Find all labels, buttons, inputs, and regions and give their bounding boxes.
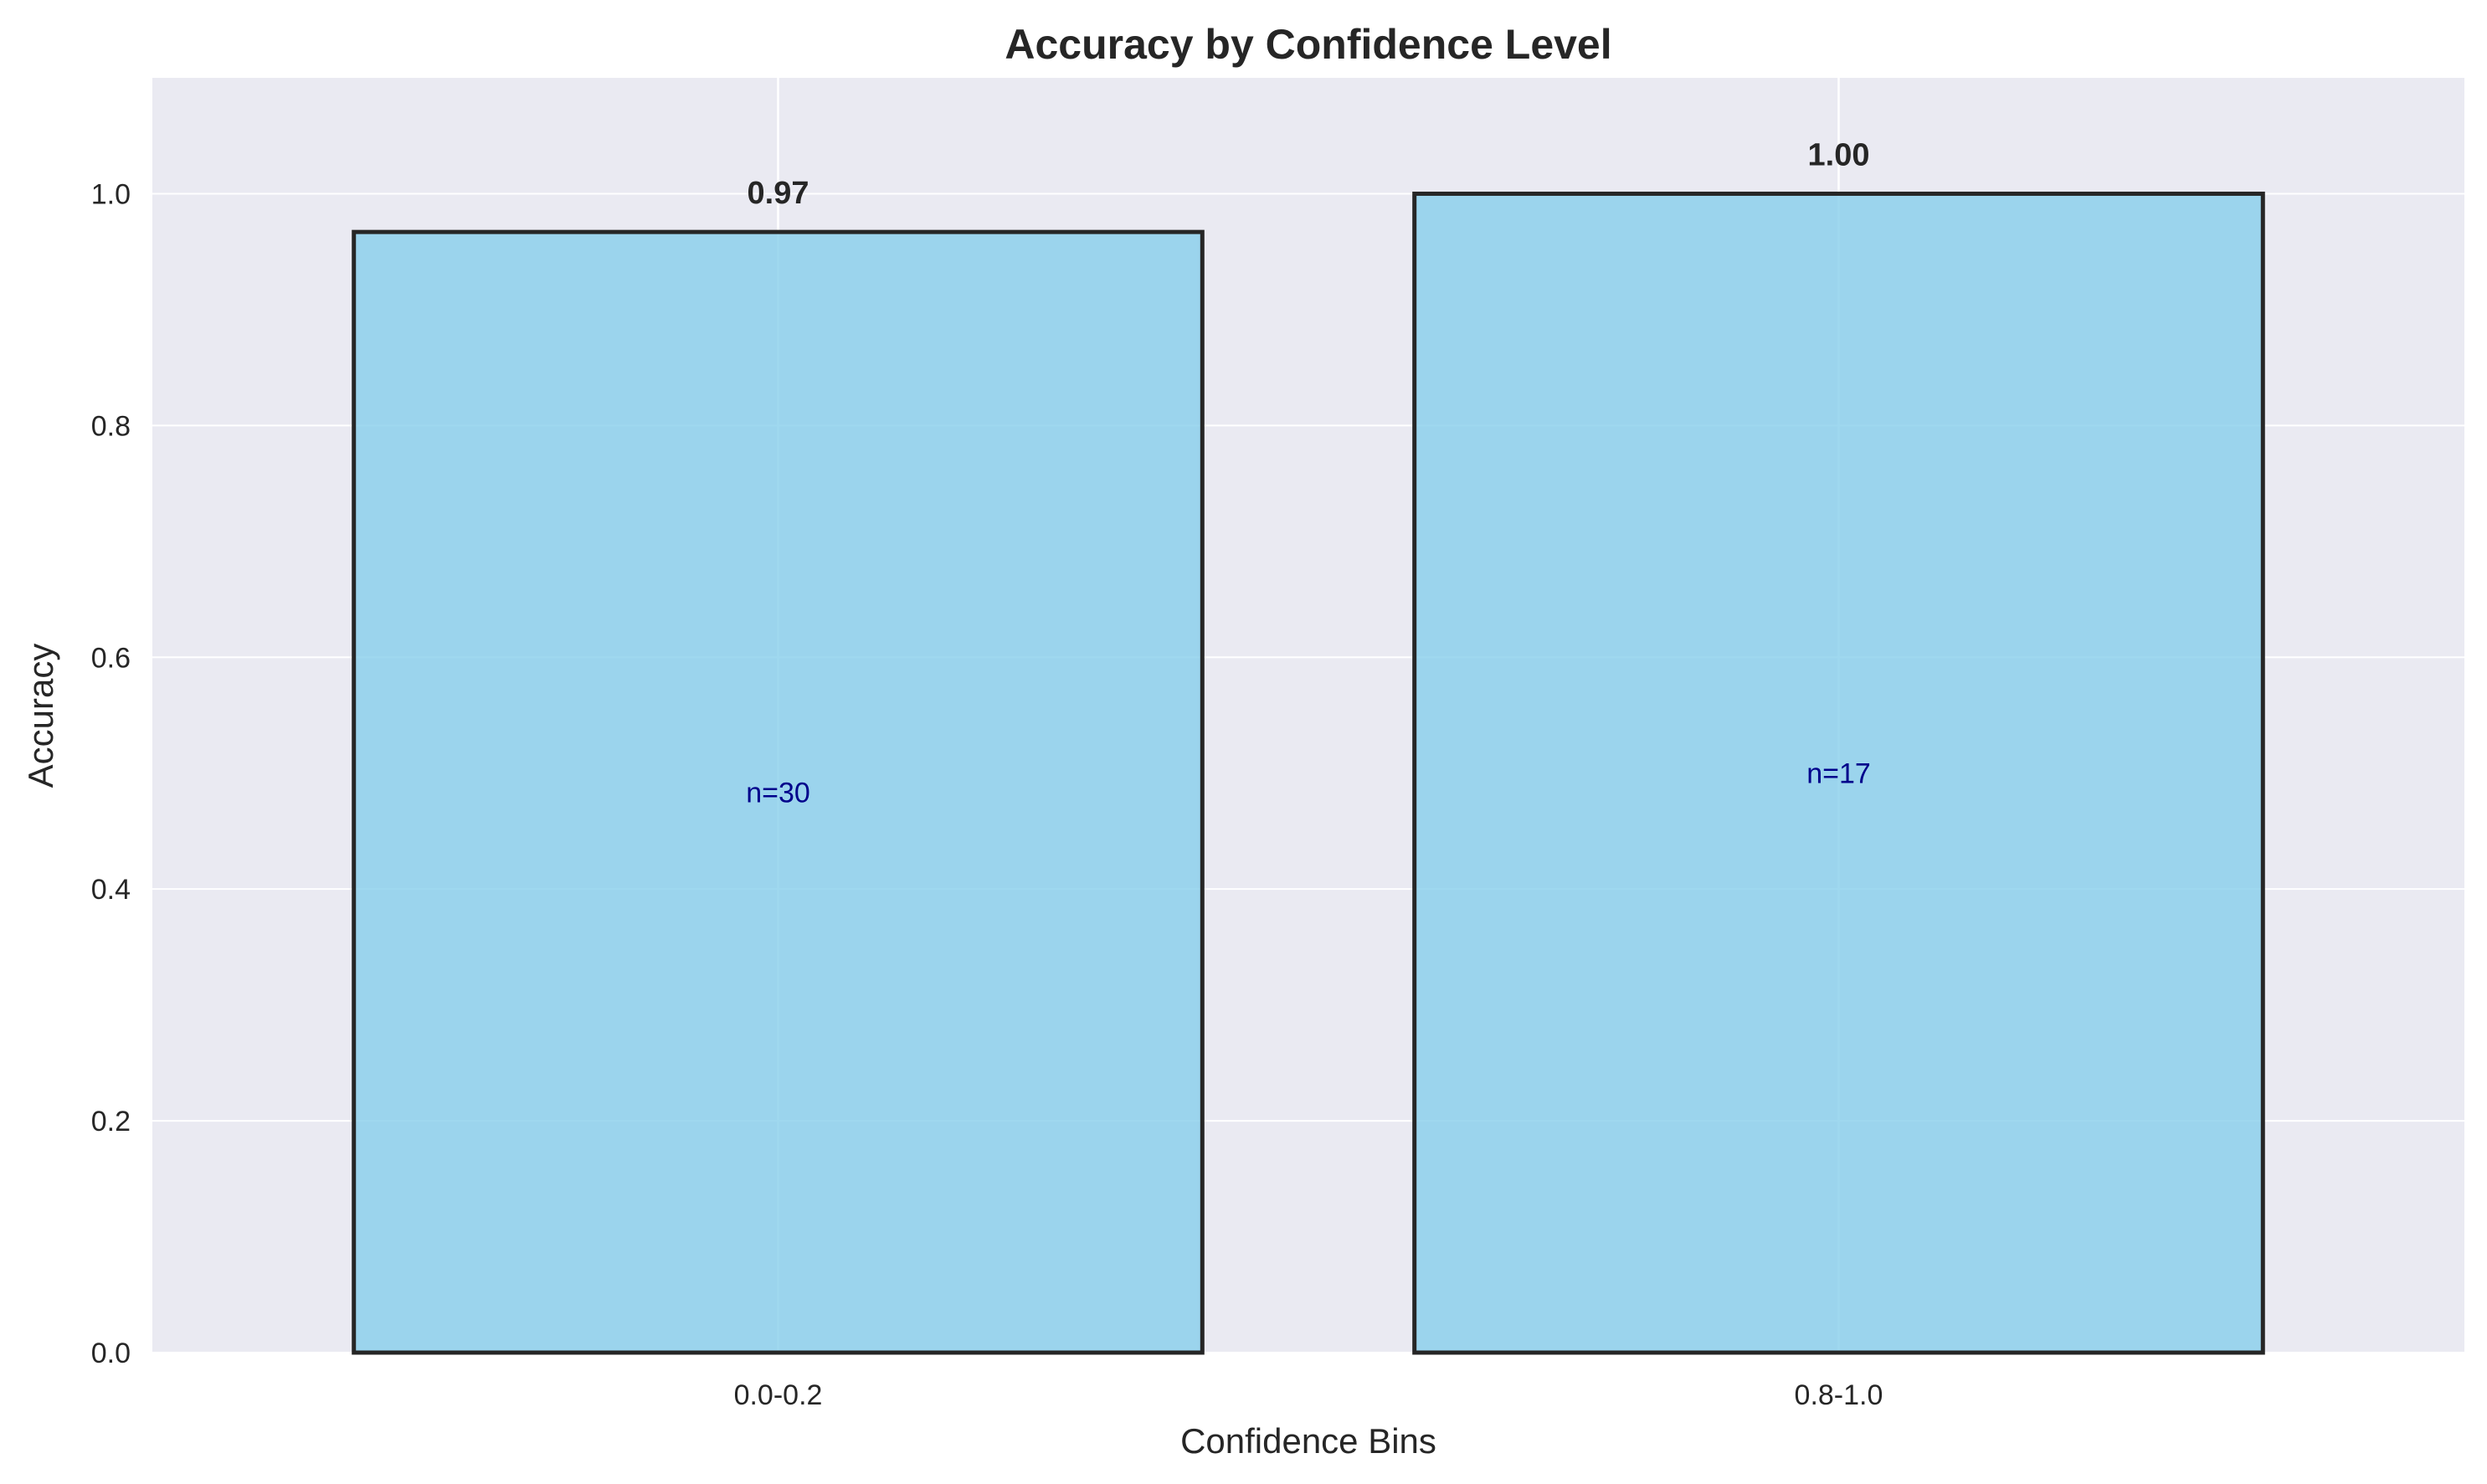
y-tick-label: 0.0 <box>91 1338 131 1369</box>
bar-value-label: 1.00 <box>1808 137 1870 172</box>
y-tick-label: 0.4 <box>91 874 131 906</box>
bar-count-label: n=30 <box>746 778 810 809</box>
bar-count-label: n=17 <box>1806 758 1871 790</box>
chart-title: Accuracy by Confidence Level <box>1005 21 1611 68</box>
bar-0.8-1.0 <box>1412 191 2265 1355</box>
x-axis-label: Confidence Bins <box>1180 1421 1436 1461</box>
x-axis-ticks: 0.0-0.2 0.8-1.0 <box>734 1379 1883 1411</box>
y-tick-label: 0.8 <box>91 410 131 442</box>
bar-labels: 0.97 n=30 1.00 n=17 <box>746 137 1871 809</box>
bars <box>352 191 2265 1355</box>
x-tick-label: 0.0-0.2 <box>734 1379 823 1411</box>
y-axis-label: Accuracy <box>21 644 60 788</box>
y-tick-label: 0.6 <box>91 642 131 674</box>
x-tick-label: 0.8-1.0 <box>1795 1379 1883 1411</box>
y-tick-label: 1.0 <box>91 178 131 210</box>
y-tick-label: 0.2 <box>91 1106 131 1137</box>
bar-0.0-0.2 <box>352 229 1205 1355</box>
bar-value-label: 0.97 <box>748 176 809 211</box>
y-axis-ticks: 0.0 0.2 0.4 0.6 0.8 1.0 <box>91 178 131 1369</box>
